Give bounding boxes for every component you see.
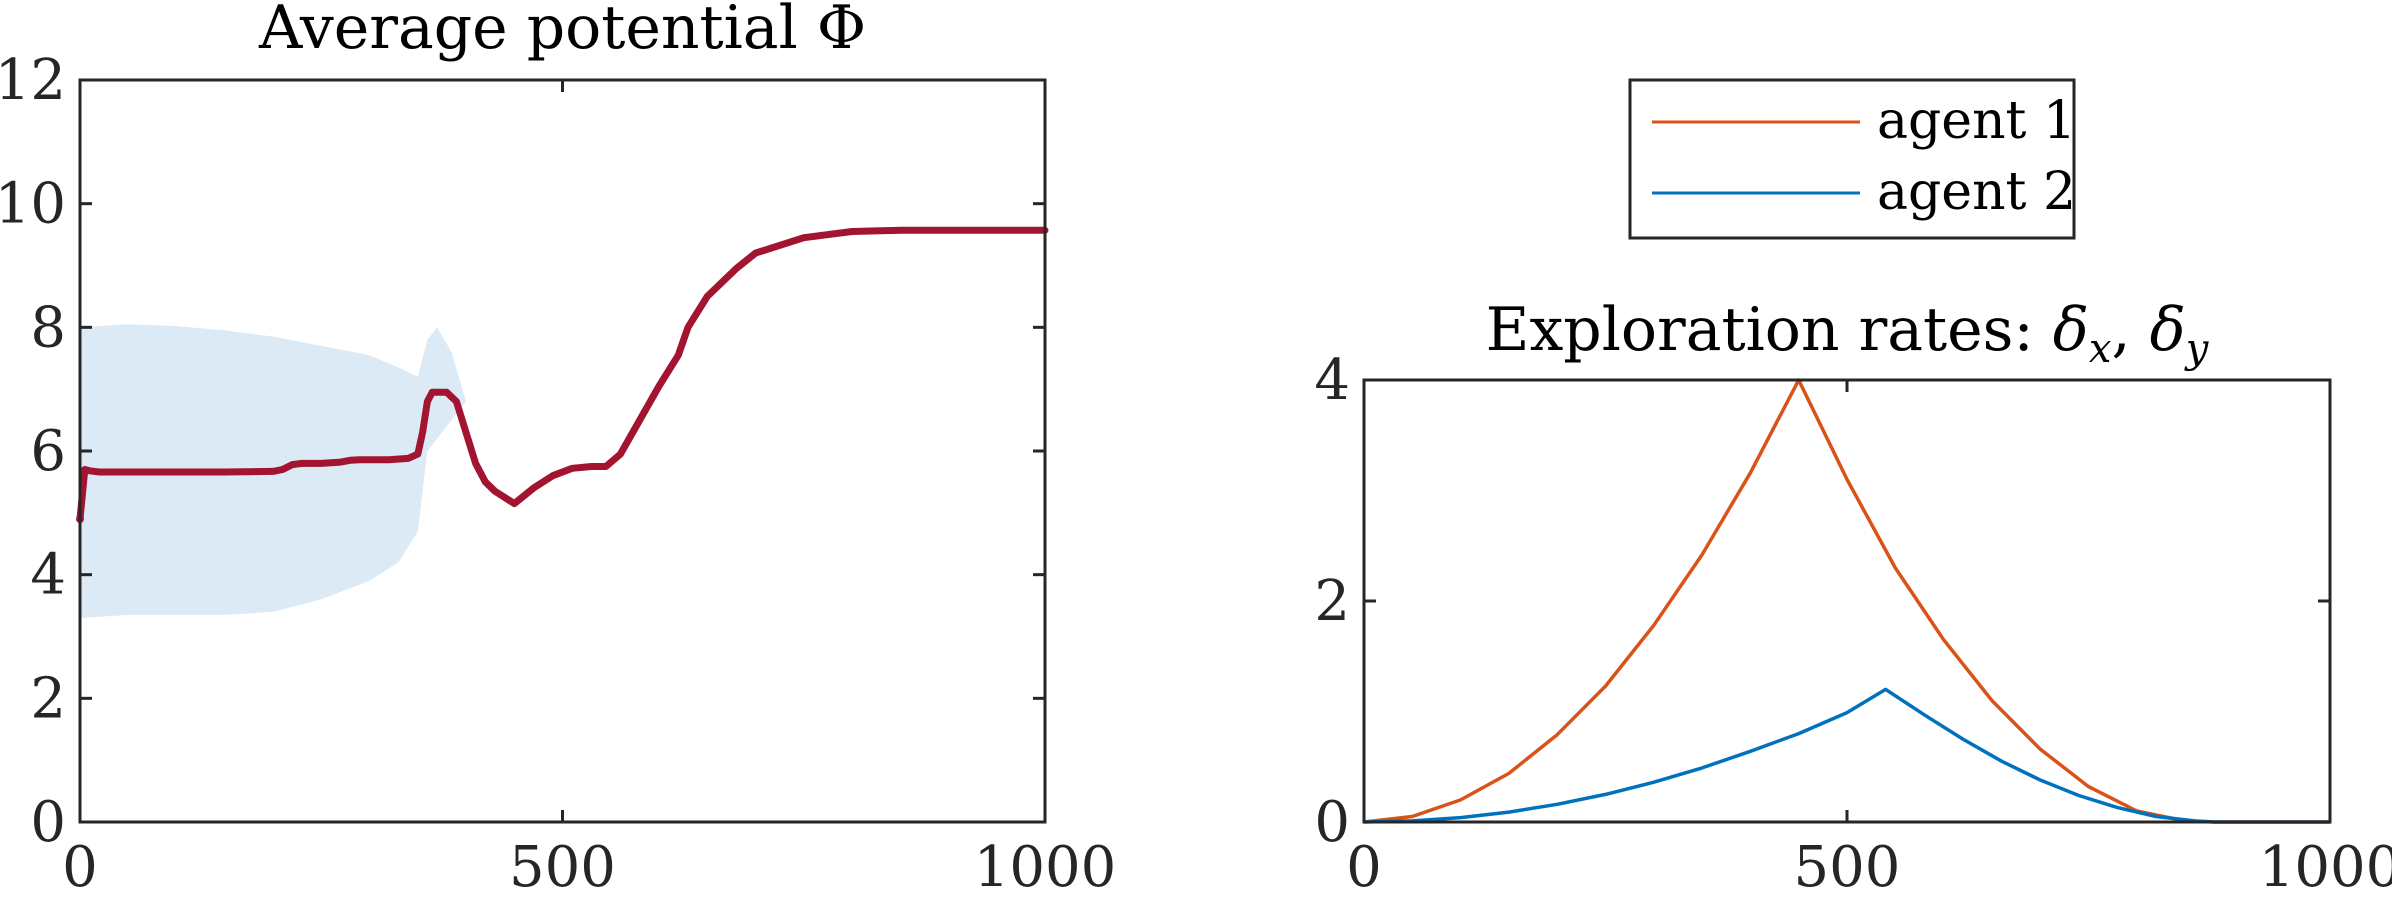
average-potential-title: Average potential Φ [258, 0, 866, 63]
y-tick-label: 4 [1314, 348, 1350, 413]
y-tick-label: 6 [30, 419, 66, 484]
exploration-title-sub-y: y [2184, 326, 2210, 372]
exploration-title-main: Exploration rates: [1486, 295, 2053, 365]
x-tick-label: 500 [509, 835, 616, 900]
average-potential-chart: 0 500 1000 0 2 4 6 8 10 12 Average potential Φ [0, 0, 1116, 900]
exploration-rates-title: Exploration rates: δx, δy [1486, 295, 2210, 372]
exploration-rates-ticks: 0 500 1000 0 2 4 [1314, 348, 2392, 900]
exploration-title-sub-x: x [2089, 326, 2112, 372]
potential-series-line [76, 226, 1049, 523]
x-tick-label: 1000 [974, 835, 1117, 900]
exploration-title-comma: , [2111, 295, 2149, 365]
y-tick-label: 4 [30, 543, 66, 608]
exploration-title-delta-x: δ [2053, 295, 2089, 365]
x-tick-label: 500 [1794, 835, 1901, 900]
exploration-rates-axes-frame [1362, 378, 2332, 824]
legend-box [1628, 78, 2076, 240]
y-tick-label: 2 [30, 666, 66, 731]
y-tick-label: 0 [30, 790, 66, 855]
y-tick-label: 12 [0, 48, 66, 113]
exploration-lines-layer [1363, 378, 2330, 824]
y-tick-label: 0 [1314, 790, 1350, 855]
average-potential-ticks: 0 500 1000 0 2 4 6 8 10 12 [0, 48, 1116, 900]
legend-label-agent-1: agent 1 [1877, 91, 2076, 151]
y-tick-label: 10 [0, 172, 66, 237]
legend-label-agent-2: agent 2 [1877, 162, 2076, 222]
exploration-series-line-agent-2 [1363, 687, 2330, 824]
exploration-series-line-agent-1 [1363, 378, 2330, 824]
exploration-legend: agent 1 agent 2 [1628, 78, 2076, 240]
y-tick-label: 2 [1314, 569, 1350, 634]
exploration-title-delta-y: δ [2150, 295, 2186, 365]
x-tick-label: 0 [62, 835, 98, 900]
x-tick-label: 1000 [2259, 835, 2392, 900]
x-tick-label: 0 [1346, 835, 1382, 900]
y-tick-label: 8 [30, 295, 66, 360]
